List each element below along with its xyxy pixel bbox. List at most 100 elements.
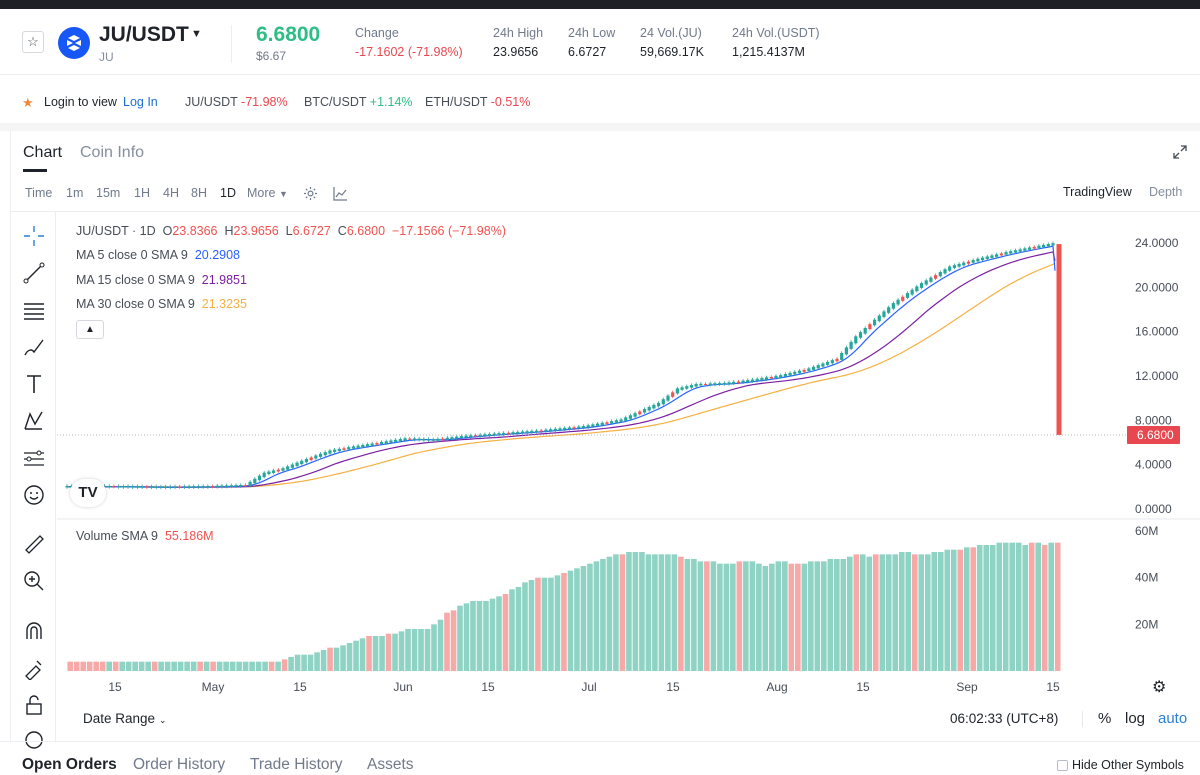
- candle-body: [201, 486, 205, 488]
- indicator-chart-icon[interactable]: [333, 186, 348, 201]
- tab-assets[interactable]: Assets: [367, 756, 414, 773]
- candle-body: [516, 431, 520, 434]
- candle-body: [675, 388, 679, 394]
- volume-bar: [684, 559, 691, 671]
- brush-icon[interactable]: [22, 335, 46, 359]
- settings-gear-icon[interactable]: [303, 186, 318, 201]
- fullscreen-icon[interactable]: [1173, 145, 1187, 159]
- interval-15m[interactable]: 15m: [96, 186, 121, 200]
- volume-bar: [652, 554, 658, 671]
- interval-more[interactable]: More ▼: [247, 186, 288, 200]
- volume-bar: [99, 661, 106, 671]
- volume-bar: [333, 647, 340, 671]
- favorite-star-icon[interactable]: ☆: [22, 31, 44, 53]
- eye-icon[interactable]: [22, 728, 46, 752]
- candle-body: [192, 486, 196, 488]
- candle-body: [586, 425, 590, 428]
- ticker-item[interactable]: BTC/USDT +1.14%: [304, 95, 413, 109]
- candle-body: [351, 446, 356, 449]
- fib-retracement-icon[interactable]: [22, 298, 46, 322]
- chart-settings-gear-icon[interactable]: ⚙: [1152, 679, 1167, 696]
- volume-bar: [242, 661, 249, 671]
- tab-order-history[interactable]: Order History: [133, 756, 226, 773]
- candle-body: [779, 375, 783, 378]
- ruler-icon[interactable]: [22, 532, 46, 556]
- log-scale-toggle[interactable]: log: [1125, 710, 1146, 727]
- candle-body: [262, 472, 266, 478]
- view-tradingview[interactable]: TradingView: [1063, 185, 1132, 199]
- hide-other-checkbox[interactable]: [1057, 760, 1068, 771]
- candle-body: [276, 469, 280, 472]
- candle-body: [384, 441, 388, 444]
- candle-body: [666, 395, 670, 401]
- ticker-symbol: BTC/USDT: [304, 95, 367, 109]
- candle-body: [882, 311, 886, 317]
- chart-clock[interactable]: 06:02:33 (UTC+8): [950, 711, 1059, 726]
- candle-body: [595, 423, 600, 426]
- candle-body: [525, 431, 529, 433]
- candle-body: [858, 332, 863, 338]
- pair-name[interactable]: JU/USDT: [99, 23, 189, 46]
- magnet-icon[interactable]: [22, 619, 46, 643]
- candle-body: [910, 289, 914, 295]
- ma5-legend: MA 5 close 0 SMA 9 20.2908: [76, 248, 240, 262]
- active-tab-underline: [23, 169, 47, 172]
- pair-dropdown-caret-icon[interactable]: ▼: [191, 28, 202, 40]
- tab-chart[interactable]: Chart: [23, 144, 63, 161]
- text-tool-icon[interactable]: [22, 372, 46, 396]
- volume-bar: [210, 661, 216, 671]
- volume-bar: [866, 556, 873, 671]
- tab-coin-info[interactable]: Coin Info: [80, 144, 145, 161]
- volume-bar: [112, 661, 119, 671]
- tab-open-orders[interactable]: Open Orders: [22, 756, 117, 773]
- volume-bar: [704, 561, 710, 671]
- interval-1m[interactable]: 1m: [66, 186, 84, 200]
- emoji-icon[interactable]: [22, 483, 46, 507]
- candle-body: [403, 438, 407, 441]
- interval-4h[interactable]: 4H: [163, 186, 179, 200]
- price-chart[interactable]: 24.0000 20.0000 16.0000 12.0000 8.0000 4.0000…: [57, 213, 1200, 703]
- volume-bar: [223, 661, 229, 671]
- tradingview-logo[interactable]: TV: [70, 479, 106, 507]
- interval-1h[interactable]: 1H: [134, 186, 150, 200]
- chevron-down-icon: ⌄: [158, 715, 167, 725]
- ticker-item[interactable]: JU/USDT -71.98%: [185, 95, 288, 109]
- view-depth[interactable]: Depth: [1149, 185, 1183, 199]
- volume-bar: [444, 612, 450, 671]
- prediction-tool-icon[interactable]: [22, 446, 46, 470]
- interval-8h[interactable]: 8H: [191, 186, 207, 200]
- volume-bar: [346, 643, 353, 671]
- pattern-tool-icon[interactable]: [22, 409, 46, 433]
- interval-time[interactable]: Time: [25, 186, 53, 200]
- candle-body: [229, 485, 233, 487]
- candle-body: [530, 430, 534, 433]
- zoom-in-icon[interactable]: [22, 569, 46, 593]
- volume-bar: [1041, 545, 1048, 671]
- candle-body: [703, 383, 708, 385]
- lock-drawing-icon[interactable]: [22, 656, 46, 680]
- unlock-icon[interactable]: [22, 693, 46, 717]
- candle-body: [877, 315, 881, 322]
- percent-scale-toggle[interactable]: %: [1098, 710, 1112, 727]
- collapse-legend-button[interactable]: ▲: [76, 320, 104, 339]
- auto-scale-toggle[interactable]: auto: [1158, 710, 1188, 727]
- ticker-item[interactable]: ETH/USDT -0.51%: [425, 95, 530, 109]
- login-link[interactable]: Log In: [123, 95, 158, 109]
- interval-bar: Time 1m 15m 1H 4H 8H 1D More ▼ TradingVi…: [11, 176, 1200, 212]
- coin-logo: [58, 27, 90, 59]
- volume-bar: [255, 661, 262, 671]
- candle-body: [506, 432, 510, 434]
- volume-bar: [483, 601, 489, 671]
- stat-24h-high: 24h High 23.9656: [493, 26, 543, 59]
- volume-bar: [294, 654, 301, 671]
- volume-bar: [665, 554, 671, 671]
- date-range-button[interactable]: Date Range ⌄: [83, 711, 166, 726]
- tab-trade-history[interactable]: Trade History: [250, 756, 343, 773]
- interval-more-label: More: [247, 186, 276, 200]
- crosshair-icon[interactable]: [22, 224, 46, 248]
- interval-1d[interactable]: 1D: [220, 186, 236, 200]
- volume-bar: [353, 640, 359, 671]
- candle-body: [605, 422, 609, 424]
- trend-line-icon[interactable]: [22, 261, 46, 285]
- volume-legend: Volume SMA 9 55.186M: [76, 529, 214, 543]
